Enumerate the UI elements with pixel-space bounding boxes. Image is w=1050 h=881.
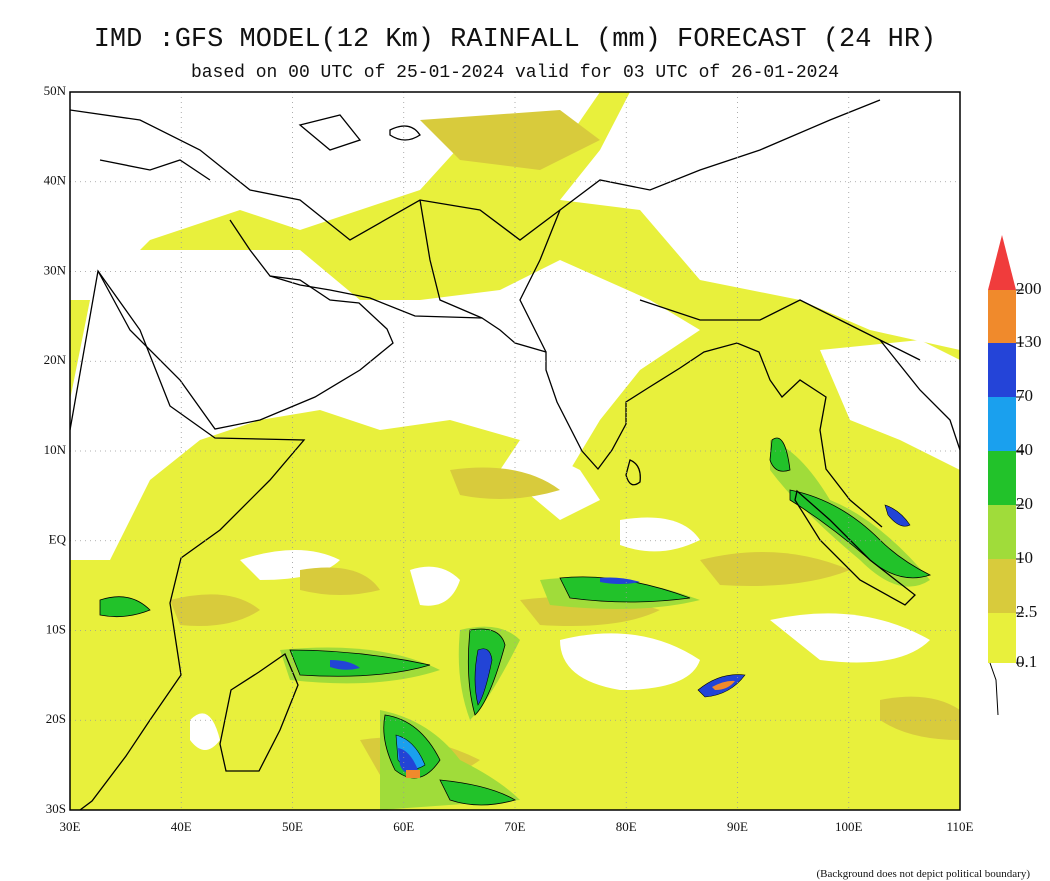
legend-swatch bbox=[988, 505, 1016, 559]
plot-frame bbox=[69, 91, 961, 811]
legend-tail bbox=[989, 662, 999, 716]
lon-label: 70E bbox=[505, 819, 526, 834]
lon-label: 40E bbox=[171, 819, 192, 834]
lat-label: 20N bbox=[44, 352, 67, 367]
lon-label: 90E bbox=[727, 819, 748, 834]
graticule bbox=[70, 92, 960, 810]
legend-label: 130 bbox=[1016, 332, 1042, 351]
legend-swatch bbox=[988, 559, 1016, 613]
lon-label: 110E bbox=[947, 819, 974, 834]
legend-swatch bbox=[988, 290, 1016, 343]
legend-label: 200 bbox=[1016, 279, 1042, 298]
legend-label: 40 bbox=[1016, 440, 1033, 459]
map-title: IMD :GFS MODEL(12 Km) RAINFALL (mm) FORE… bbox=[94, 25, 937, 55]
lon-label: 80E bbox=[616, 819, 637, 834]
lat-label: 10S bbox=[46, 621, 66, 636]
rainfall-field bbox=[70, 92, 960, 810]
lon-label: 60E bbox=[393, 819, 414, 834]
lat-label: 30N bbox=[44, 262, 67, 277]
legend-swatch bbox=[988, 451, 1016, 505]
lat-label: 40N bbox=[44, 173, 67, 188]
lon-label: 30E bbox=[60, 819, 81, 834]
axis-labels: 50N 40N 30N 20N 10N EQ 10S 20S 30S 30E 40E 50E 60E 70… bbox=[44, 83, 974, 834]
legend-swatch bbox=[988, 235, 1016, 290]
legend-label: 0.1 bbox=[1016, 652, 1037, 671]
lon-label: 100E bbox=[835, 819, 863, 834]
legend-label: 2.5 bbox=[1016, 602, 1037, 621]
extreme-areas bbox=[330, 504, 911, 778]
lon-label: 50E bbox=[282, 819, 303, 834]
lat-label: 10N bbox=[44, 442, 67, 457]
color-legend: 200 130 70 40 20 10 2.5 0.1 bbox=[988, 235, 1042, 716]
lat-label: 50N bbox=[44, 83, 67, 98]
legend-label: 10 bbox=[1016, 548, 1033, 567]
map-subtitle: based on 00 UTC of 25-01-2024 valid for … bbox=[191, 63, 839, 83]
legend-swatch bbox=[988, 397, 1016, 451]
coastlines bbox=[70, 99, 960, 810]
lat-label: 20S bbox=[46, 711, 66, 726]
dry-areas bbox=[70, 92, 960, 750]
lat-label: 30S bbox=[46, 801, 66, 816]
legend-label: 70 bbox=[1016, 386, 1033, 405]
legend-label: 20 bbox=[1016, 494, 1033, 513]
footnote: (Background does not depict political bo… bbox=[816, 868, 1030, 880]
lat-label: EQ bbox=[49, 532, 67, 547]
legend-swatch bbox=[988, 613, 1016, 663]
legend-swatch bbox=[988, 343, 1016, 397]
